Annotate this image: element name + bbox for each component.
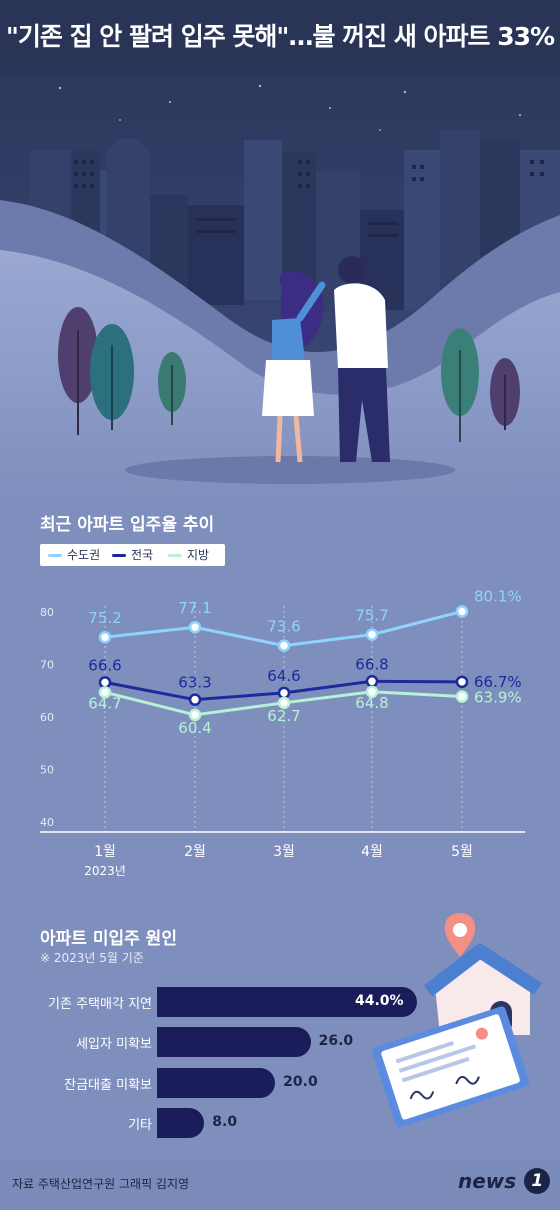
data-point — [277, 696, 291, 710]
data-point — [455, 605, 469, 618]
legend-swatch-capital — [48, 554, 62, 557]
x-tick-label: 4월 — [361, 844, 383, 860]
y-tick-label: 60 — [40, 711, 54, 724]
data-label: 75.7 — [355, 607, 388, 625]
line-chart-legend: 수도권 전국 지방 — [40, 544, 225, 566]
line-chart-title: 최근 아파트 입주율 추이 — [40, 515, 215, 535]
data-label: 77.1 — [178, 599, 211, 617]
legend-swatch-national — [112, 554, 126, 557]
bar-category-label: 기타 — [128, 1118, 152, 1133]
y-tick-label: 80 — [40, 606, 54, 619]
legend-label-national: 전국 — [131, 548, 154, 562]
x-tick-label: 2월 — [184, 844, 206, 860]
bar-chart-title: 아파트 미입주 원인 — [40, 929, 177, 949]
legend-swatch-regional — [168, 554, 182, 557]
data-label: 75.2 — [88, 609, 121, 627]
house-contract-illustration — [372, 913, 542, 1128]
data-point — [188, 693, 202, 706]
bar-chart-subtitle: ※ 2023년 5월 기준 — [40, 951, 144, 965]
logo-text: news — [458, 1169, 517, 1193]
data-point — [98, 630, 112, 644]
x-tick-label: 1월 — [94, 844, 116, 860]
y-tick-label: 70 — [40, 659, 54, 672]
legend-label-capital: 수도권 — [67, 548, 101, 562]
bar-category-label: 세입자 미확보 — [76, 1037, 152, 1052]
bar-value-label: 8.0 — [212, 1114, 238, 1130]
data-point — [277, 639, 291, 652]
data-point — [98, 686, 112, 699]
data-point — [277, 686, 291, 700]
logo-mark: 1 — [524, 1168, 551, 1194]
couple-illustration-icon — [262, 256, 390, 463]
y-tick-label: 50 — [40, 764, 54, 777]
bar-chart: 기존 주택매각 지연 44.0% 세입자 미확보 26.0 잔금대출 미확보 20.0 기타… — [0, 980, 560, 1150]
news1-logo: news 1 — [458, 1168, 551, 1194]
data-point — [188, 708, 202, 722]
data-point — [98, 676, 112, 689]
bar — [157, 1108, 205, 1138]
bar-value-label: 26.0 — [318, 1033, 354, 1049]
data-label: 62.7 — [267, 707, 300, 725]
data-label: 66.6 — [88, 656, 121, 674]
data-label: 64.7 — [88, 694, 121, 712]
headline: "기존 집 안 팔려 입주 못해"…불 꺼진 새 아파트 33% — [0, 0, 560, 74]
data-point — [188, 620, 202, 634]
hero-illustration — [0, 0, 560, 500]
bar-value-label: 20.0 — [283, 1074, 318, 1090]
data-label: 80.1% — [474, 590, 522, 605]
data-label: 73.6 — [267, 618, 300, 636]
x-tick-label: 5월 — [451, 844, 473, 860]
bar-category-label: 잔금대출 미확보 — [64, 1078, 152, 1093]
data-label: 63.3 — [178, 674, 211, 692]
source-credit: 자료 주택산업연구원 그래픽 김지영 — [12, 1177, 190, 1191]
data-point — [365, 685, 379, 699]
data-label: 63.9% — [474, 689, 522, 707]
legend-label-regional: 지방 — [187, 548, 210, 562]
footer-bar — [0, 1160, 560, 1210]
bar — [157, 1068, 276, 1098]
y-tick-label: 40 — [40, 816, 54, 829]
contract-document-icon — [372, 1006, 530, 1128]
line-chart: 40 50 60 70 80 1월 2월 3월 4월 5월 75.2 77.1 73.6 75.7 80.1… — [40, 590, 525, 860]
bar — [157, 1027, 311, 1057]
bar-category-label: 기존 주택매각 지연 — [48, 997, 152, 1012]
bar-value-label: 44.0% — [355, 993, 404, 1009]
bar — [157, 987, 417, 1017]
data-label: 64.8 — [355, 694, 388, 712]
data-label: 66.8 — [355, 655, 388, 673]
location-pin-icon — [444, 913, 476, 957]
data-label: 60.4 — [178, 719, 211, 737]
data-label: 64.6 — [267, 667, 300, 685]
data-label: 66.7% — [474, 673, 522, 691]
x-axis-year-note: 2023년 — [84, 864, 126, 878]
data-point — [455, 690, 469, 703]
tree-icon — [58, 307, 520, 442]
data-point — [365, 675, 379, 688]
data-point — [455, 675, 469, 689]
data-point — [365, 628, 379, 641]
x-tick-label: 3월 — [273, 844, 295, 860]
